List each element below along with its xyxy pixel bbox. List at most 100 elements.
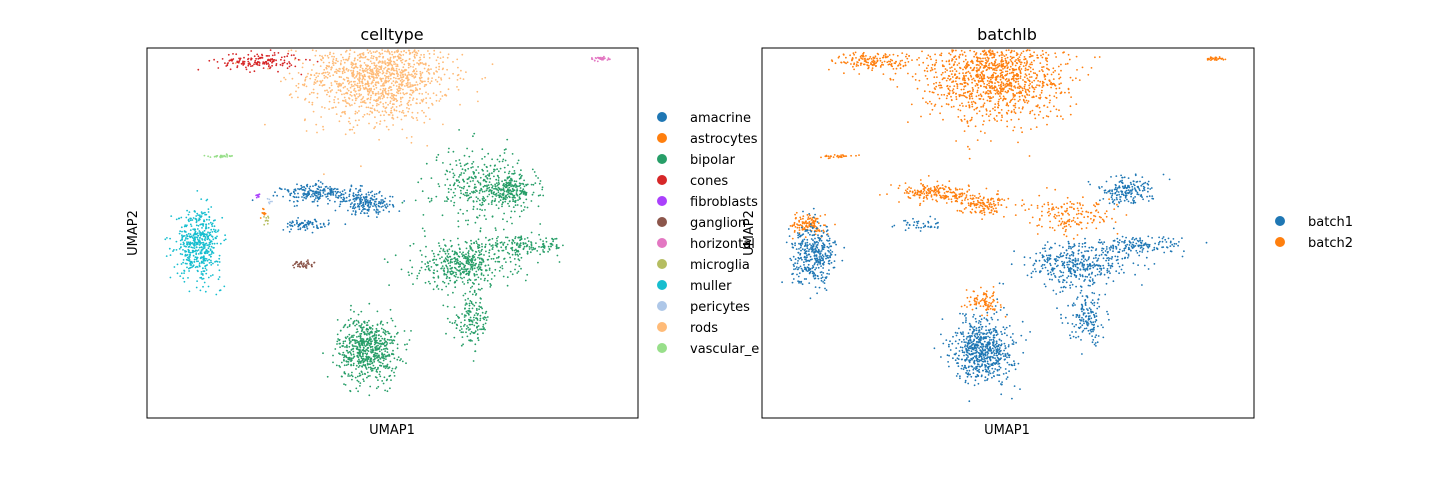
- data-point-muller: [192, 264, 195, 267]
- data-point-bipolar: [451, 258, 453, 260]
- data-point-rods: [414, 89, 417, 92]
- data-point-rods: [422, 63, 425, 65]
- data-point-rods: [343, 71, 346, 74]
- data-point-rods: [366, 80, 369, 83]
- data-point-muller: [180, 216, 183, 219]
- data-point-rods: [379, 98, 382, 100]
- data-point-bipolar: [512, 190, 514, 193]
- data-point-amacrine: [372, 205, 374, 208]
- data-point-batch2: [1075, 77, 1077, 80]
- data-point-bipolar: [370, 345, 372, 348]
- data-point-amacrine: [293, 224, 296, 226]
- data-point-bipolar: [450, 273, 453, 276]
- data-point-rods: [332, 58, 335, 61]
- data-point-bipolar: [478, 246, 481, 249]
- data-point-batch2: [1045, 59, 1047, 61]
- data-point-batch2: [933, 76, 936, 79]
- data-point-muller: [182, 235, 185, 237]
- data-point-bipolar: [432, 288, 435, 291]
- data-point-rods: [354, 110, 357, 113]
- data-point-rods: [374, 92, 377, 95]
- data-point-rods: [418, 92, 421, 95]
- data-point-bipolar: [352, 353, 355, 356]
- data-point-bipolar: [472, 161, 475, 163]
- data-point-rods: [416, 102, 418, 105]
- data-point-bipolar: [481, 148, 484, 151]
- data-point-muller: [186, 262, 188, 265]
- data-point-batch2: [954, 55, 957, 57]
- data-point-rods: [379, 114, 382, 117]
- data-point-amacrine: [339, 195, 341, 197]
- data-point-bipolar: [378, 361, 381, 363]
- data-point-bipolar: [503, 182, 505, 185]
- data-point-muller: [197, 253, 200, 255]
- data-point-bipolar: [509, 256, 511, 259]
- data-point-rods: [342, 58, 345, 61]
- data-point-bipolar: [369, 363, 371, 366]
- data-point-bipolar: [486, 195, 489, 198]
- data-point-batch2: [1055, 92, 1057, 94]
- data-point-amacrine: [311, 221, 314, 224]
- data-point-bipolar: [551, 237, 553, 240]
- data-point-bipolar: [360, 327, 363, 329]
- data-point-bipolar: [365, 333, 367, 335]
- data-point-bipolar: [356, 360, 359, 363]
- data-point-amacrine: [296, 183, 298, 186]
- data-point-bipolar: [360, 361, 362, 364]
- data-point-amacrine: [284, 188, 286, 191]
- data-point-batch2: [926, 57, 928, 60]
- data-point-bipolar: [505, 190, 508, 193]
- data-point-amacrine: [364, 203, 367, 206]
- data-point-bipolar: [427, 280, 430, 283]
- data-point-muller: [182, 277, 185, 280]
- data-point-batch2: [938, 81, 941, 84]
- data-point-rods: [301, 83, 304, 86]
- data-point-bipolar: [395, 366, 398, 368]
- data-point-bipolar: [433, 255, 436, 258]
- data-point-batch2: [1012, 71, 1015, 74]
- data-point-rods: [323, 107, 326, 109]
- data-point-batch2: [995, 115, 998, 117]
- data-point-rods: [343, 69, 345, 72]
- data-point-bipolar: [396, 331, 399, 334]
- data-point-bipolar: [477, 181, 480, 184]
- data-point-ganglion: [305, 264, 307, 266]
- data-point-muller: [181, 238, 183, 241]
- data-point-cones: [261, 54, 264, 57]
- data-point-rods: [313, 74, 316, 77]
- data-point-cones: [267, 65, 270, 68]
- data-point-rods: [430, 80, 433, 83]
- data-point-rods: [358, 119, 360, 121]
- data-point-muller: [201, 278, 204, 280]
- data-point-bipolar: [348, 339, 351, 342]
- data-point-cones: [216, 61, 219, 63]
- data-point-muller: [183, 225, 186, 228]
- data-point-rods: [419, 62, 422, 65]
- data-point-rods: [366, 71, 369, 74]
- data-point-batch2: [1019, 63, 1022, 66]
- data-point-rods: [353, 87, 356, 90]
- data-point-batch2: [979, 73, 982, 76]
- data-point-amacrine: [359, 188, 362, 191]
- data-point-rods: [347, 77, 350, 79]
- data-point-batch2: [1010, 118, 1013, 121]
- data-point-rods: [348, 97, 351, 100]
- data-point-rods: [352, 80, 355, 83]
- data-point-amacrine: [377, 211, 380, 214]
- data-point-bipolar: [346, 335, 349, 338]
- data-point-amacrine: [339, 200, 342, 203]
- data-point-rods: [316, 131, 318, 134]
- data-point-bipolar: [517, 270, 520, 273]
- data-point-rods: [400, 84, 403, 87]
- data-point-vascular_e: [215, 155, 218, 158]
- data-point-rods: [358, 93, 361, 95]
- data-point-rods: [290, 49, 293, 52]
- data-point-rods: [366, 70, 368, 72]
- data-point-amacrine: [360, 205, 363, 207]
- data-point-muller: [201, 273, 204, 275]
- data-point-bipolar: [472, 173, 475, 175]
- data-point-bipolar: [456, 180, 458, 182]
- data-point-rods: [457, 88, 460, 91]
- data-point-bipolar: [469, 279, 472, 282]
- data-point-bipolar: [366, 352, 369, 355]
